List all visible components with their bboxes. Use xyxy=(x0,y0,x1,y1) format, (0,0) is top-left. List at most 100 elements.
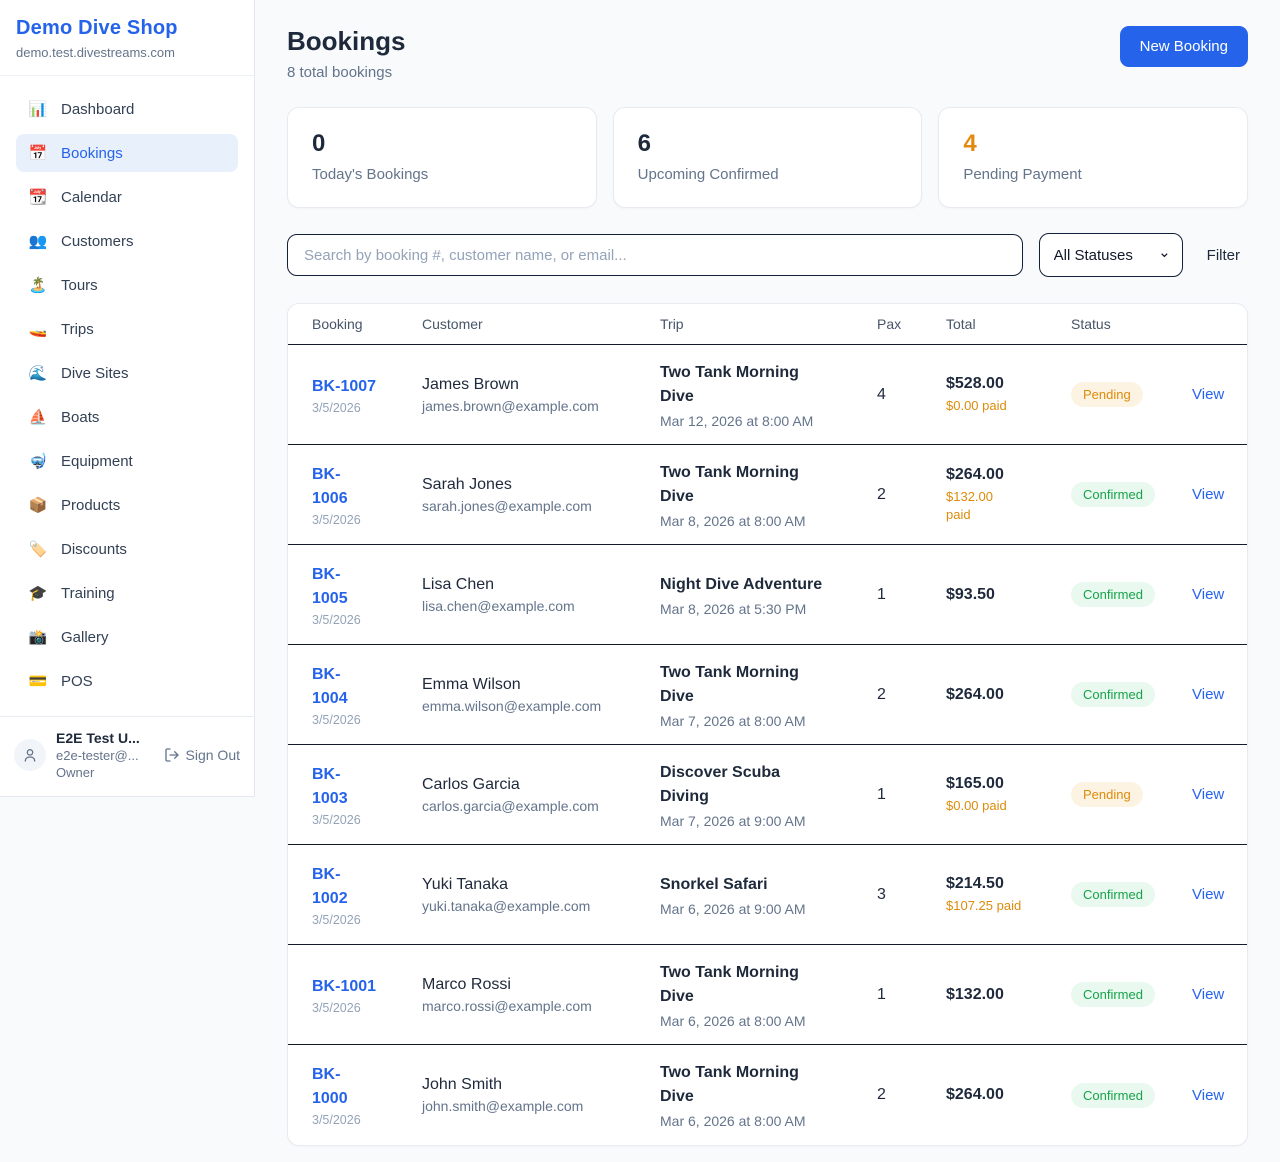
customer-name: Emma Wilson xyxy=(422,675,521,693)
trip-cell: Two Tank Morning Dive Mar 6, 2026 at 8:0… xyxy=(660,1061,877,1129)
total-amount: $132.00 xyxy=(946,985,1004,1003)
customer-cell: John Smith john.smith@example.com xyxy=(422,1076,660,1114)
tag-icon: 🏷️ xyxy=(28,541,48,558)
sidebar-item-label: Training xyxy=(61,584,115,602)
user-email: e2e-tester@... xyxy=(56,748,139,763)
view-link[interactable]: View xyxy=(1192,986,1225,1003)
sidebar-item-boats[interactable]: ⛵ Boats xyxy=(16,398,238,436)
sidebar-item-label: Tours xyxy=(61,276,98,294)
sidebar-item-label: Dashboard xyxy=(61,100,135,118)
booking-cell: BK-1001 3/5/2026 xyxy=(312,975,422,1015)
view-link[interactable]: View xyxy=(1192,886,1225,903)
booking-id-link[interactable]: BK- 1005 xyxy=(312,565,348,607)
status-badge: Confirmed xyxy=(1071,482,1155,507)
booking-id-link[interactable]: BK-1001 xyxy=(312,977,377,995)
user-role: Owner xyxy=(56,765,95,780)
new-booking-button[interactable]: New Booking xyxy=(1119,26,1248,67)
booking-id-link[interactable]: BK- 1004 xyxy=(312,665,348,707)
booking-cell: BK- 1005 3/5/2026 xyxy=(312,563,422,627)
sidebar-item-pos[interactable]: 💳 POS xyxy=(16,662,238,700)
page-title: Bookings xyxy=(287,26,406,56)
booking-id-link[interactable]: BK- 1003 xyxy=(312,765,348,807)
status-badge: Confirmed xyxy=(1071,982,1155,1007)
booking-date: 3/5/2026 xyxy=(312,400,361,415)
column-header: Trip xyxy=(660,316,684,332)
sidebar-item-gallery[interactable]: 📸 Gallery xyxy=(16,618,238,656)
user-avatar-icon xyxy=(24,749,36,762)
booking-cell: BK- 1004 3/5/2026 xyxy=(312,663,422,727)
customer-email: sarah.jones@example.com xyxy=(422,497,592,514)
status-cell: Confirmed xyxy=(1071,482,1192,507)
trip-name: Night Dive Adventure xyxy=(660,575,823,593)
booking-date: 3/5/2026 xyxy=(312,812,361,827)
page-header-text: Bookings 8 total bookings xyxy=(287,26,405,81)
paid-amount: $0.00 paid xyxy=(946,797,1007,813)
trip-name: Two Tank Morning Dive xyxy=(660,463,799,505)
sidebar-item-trips[interactable]: 🚤 Trips xyxy=(16,310,238,348)
trip-datetime: Mar 6, 2026 at 8:00 AM xyxy=(660,1113,806,1129)
sidebar-item-calendar[interactable]: 📆 Calendar xyxy=(16,178,238,216)
speedboat-icon: 🚤 xyxy=(28,321,48,338)
customer-cell: Sarah Jones sarah.jones@example.com xyxy=(422,476,660,514)
stat-card: 6 Upcoming Confirmed xyxy=(612,107,923,208)
customer-cell: Yuki Tanaka yuki.tanaka@example.com xyxy=(422,876,660,914)
view-link[interactable]: View xyxy=(1192,1086,1225,1104)
customer-name: Marco Rossi xyxy=(422,975,511,993)
total-cell: $214.50 $107.25 paid xyxy=(946,875,1071,915)
booking-id-link[interactable]: BK- 1006 xyxy=(312,465,348,507)
column-header: Customer xyxy=(422,316,483,332)
view-link[interactable]: View xyxy=(1192,586,1225,603)
filter-button[interactable]: Filter xyxy=(1206,246,1240,264)
view-link[interactable]: View xyxy=(1192,386,1225,403)
view-link[interactable]: View xyxy=(1192,786,1225,803)
page-header: Bookings 8 total bookings New Booking xyxy=(287,26,1248,81)
sign-out-icon xyxy=(164,748,179,762)
status-select[interactable]: All Statuses xyxy=(1038,233,1183,277)
sidebar-item-training[interactable]: 🎓 Training xyxy=(16,574,238,612)
booking-id-link[interactable]: BK- 1002 xyxy=(312,865,348,907)
sidebar-item-bookings[interactable]: 📅 Bookings xyxy=(16,134,238,172)
status-badge: Confirmed xyxy=(1071,582,1155,607)
user-box: E2E Test U... e2e-tester@... Owner Sign … xyxy=(0,716,254,796)
sidebar-item-label: Bookings xyxy=(61,144,123,162)
total-cell: $93.50 xyxy=(946,586,1071,604)
customer-name: Carlos Garcia xyxy=(422,775,520,793)
paid-amount: $132.00 paid xyxy=(946,488,993,522)
sidebar-item-label: Gallery xyxy=(61,628,109,646)
customer-cell: Carlos Garcia carlos.garcia@example.com xyxy=(422,776,660,814)
customer-email: carlos.garcia@example.com xyxy=(422,797,599,814)
sidebar-item-tours[interactable]: 🏝️ Tours xyxy=(16,266,238,304)
sidebar: Demo Dive Shop demo.test.divestreams.com… xyxy=(0,0,255,797)
booking-id-link[interactable]: BK-1007 xyxy=(312,377,377,395)
trip-datetime: Mar 12, 2026 at 8:00 AM xyxy=(660,412,814,429)
customer-name: Sarah Jones xyxy=(422,475,512,493)
pax-value: 1 xyxy=(877,785,886,803)
status-badge: Confirmed xyxy=(1071,682,1155,707)
sidebar-item-customers[interactable]: 👥 Customers xyxy=(16,222,238,260)
total-cell: $264.00 xyxy=(946,1086,1071,1104)
table-row: BK- 1005 3/5/2026 Lisa Chen lisa.chen@ex… xyxy=(288,545,1247,645)
booking-cell: BK- 1003 3/5/2026 xyxy=(312,763,422,827)
sidebar-item-label: POS xyxy=(61,672,93,690)
trip-datetime: Mar 7, 2026 at 9:00 AM xyxy=(660,812,806,829)
status-badge: Confirmed xyxy=(1071,882,1155,907)
stat-value: 6 xyxy=(637,130,652,157)
sidebar-item-products[interactable]: 📦 Products xyxy=(16,486,238,524)
table-row: BK-1001 3/5/2026 Marco Rossi marco.rossi… xyxy=(288,945,1247,1045)
booking-id-link[interactable]: BK- 1000 xyxy=(312,1066,348,1107)
sidebar-item-dive-sites[interactable]: 🌊 Dive Sites xyxy=(16,354,238,392)
sidebar-item-discounts[interactable]: 🏷️ Discounts xyxy=(16,530,238,568)
view-link[interactable]: View xyxy=(1192,686,1225,703)
trip-datetime: Mar 8, 2026 at 8:00 AM xyxy=(660,512,806,529)
view-link[interactable]: View xyxy=(1192,486,1225,503)
status-badge: Confirmed xyxy=(1071,1082,1155,1108)
customer-cell: Emma Wilson emma.wilson@example.com xyxy=(422,676,660,714)
sidebar-nav: 📊 Dashboard 📅 Bookings 📆 Calendar 👥 Customers 🏝️… xyxy=(0,76,254,716)
search-input[interactable] xyxy=(287,234,1023,276)
sidebar-item-equipment[interactable]: 🤿 Equipment xyxy=(16,442,238,480)
sign-out-label: Sign Out xyxy=(185,747,240,763)
sidebar-item-dashboard[interactable]: 📊 Dashboard xyxy=(16,90,238,128)
status-cell: Confirmed xyxy=(1071,582,1192,607)
sign-out-button[interactable]: Sign Out xyxy=(164,747,240,763)
user-name: E2E Test U... xyxy=(56,730,140,746)
